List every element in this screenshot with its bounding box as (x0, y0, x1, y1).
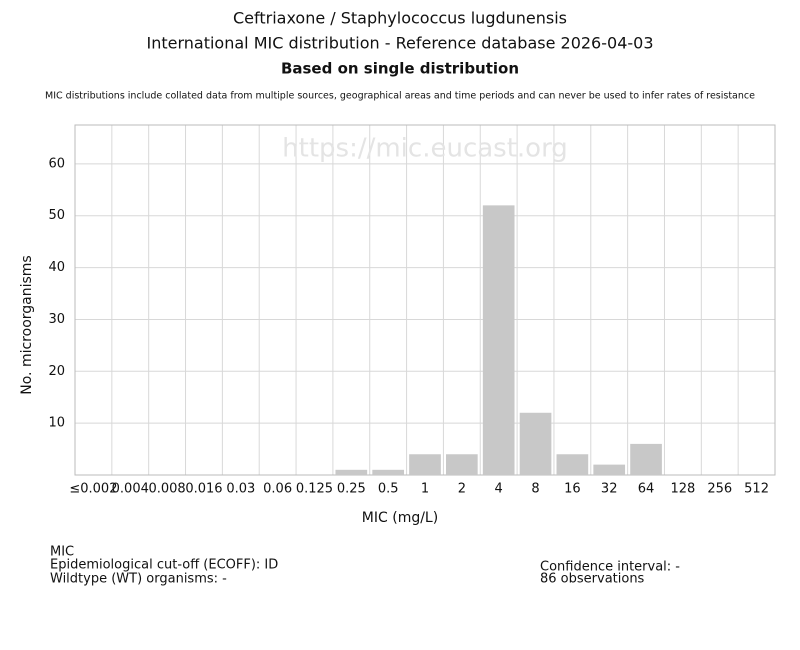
x-tick-label: 0.004 (112, 482, 149, 497)
y-tick-label: 60 (48, 156, 65, 171)
footer-line: MIC (50, 545, 74, 560)
x-tick-label: 512 (744, 482, 769, 497)
footer-line: 86 observations (540, 572, 645, 587)
plot-frame (74, 124, 776, 476)
bar (372, 469, 404, 475)
footer-line: Wildtype (WT) organisms: - (50, 572, 227, 587)
x-tick-label: 0.25 (337, 482, 366, 497)
x-tick-label: 0.125 (296, 482, 333, 497)
x-tick-label: 0.016 (185, 482, 222, 497)
x-tick-label: 0.5 (378, 482, 399, 497)
footer-line: Confidence interval: - (540, 560, 680, 575)
bar (409, 454, 441, 475)
bar (482, 205, 515, 476)
x-tick-label: 0.06 (263, 482, 292, 497)
y-tick-label: 20 (48, 364, 65, 379)
bar (335, 469, 368, 475)
chart-note: MIC distributions include collated data … (45, 91, 755, 102)
x-tick-label: 64 (638, 482, 655, 497)
y-tick-label: 10 (48, 416, 65, 431)
x-axis-label: MIC (mg/L) (362, 510, 438, 526)
chart-subtitle: International MIC distribution - Referen… (146, 34, 653, 53)
x-tick-label: ≤0.002 (69, 482, 117, 497)
y-tick-label: 50 (48, 208, 65, 223)
bar (519, 412, 552, 475)
x-tick-label: 0.03 (226, 482, 255, 497)
watermark: https://mic.eucast.org (282, 134, 568, 164)
y-tick-label: 40 (48, 260, 65, 275)
x-tick-label: 8 (531, 482, 539, 497)
bar (593, 464, 626, 475)
bar (556, 454, 589, 475)
x-tick-label: 1 (421, 482, 429, 497)
y-tick-label: 30 (48, 312, 65, 327)
x-tick-label: 32 (601, 482, 618, 497)
x-tick-label: 256 (707, 482, 732, 497)
x-tick-label: 0.008 (148, 482, 185, 497)
x-tick-label: 128 (670, 482, 695, 497)
x-tick-label: 16 (564, 482, 581, 497)
y-axis-label: No. microorganisms (19, 255, 35, 394)
chart-subtitle-2: Based on single distribution (281, 60, 519, 78)
bar (630, 443, 662, 475)
x-tick-label: 2 (458, 482, 466, 497)
chart-title: Ceftriaxone / Staphylococcus lugdunensis (233, 9, 567, 28)
footer-line: Epidemiological cut-off (ECOFF): ID (50, 558, 278, 573)
x-tick-label: 4 (495, 482, 503, 497)
bar (446, 454, 478, 475)
